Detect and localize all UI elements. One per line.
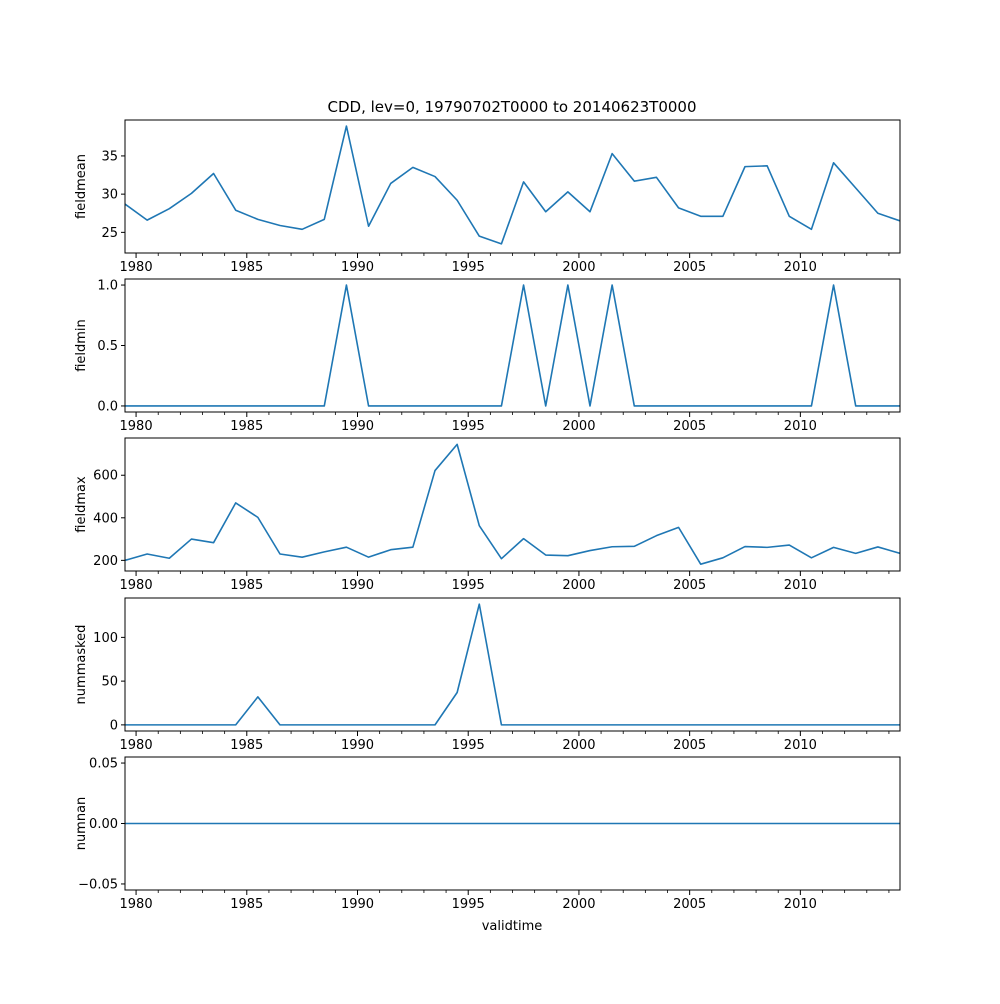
panel-fieldmax: 200 400 600 1980 1985 1990 1995 2000 2005 2010 fie… [74,437,901,593]
y-axis-label: numnan [74,797,89,851]
x-tick-label: 1985 [230,260,263,275]
y-axis-label: fieldmean [74,154,89,219]
x-tick-label: 1995 [452,897,485,912]
x-tick-label: 1985 [230,897,263,912]
x-tick-label: 1985 [230,738,263,753]
x-tick-label: 2000 [562,260,595,275]
y-tick-label: 0.5 [97,339,118,354]
y-tick-label: 200 [93,554,118,569]
x-tick-label: 2010 [784,260,817,275]
y-tick-label: 35 [101,149,118,164]
panel-numnan: −0.05 0.00 0.05 1980 1985 1990 1995 2000 2005 201… [74,756,901,912]
x-tick-label: 1985 [230,578,263,593]
x-tick-label: 2005 [673,578,706,593]
panel-fieldmean: 25 30 35 1980 1985 1990 1995 2000 2005 2010 fieldm… [74,119,901,275]
x-tick-label: 2000 [562,897,595,912]
chart-title: CDD, lev=0, 19790702T0000 to 20140623T00… [328,98,697,116]
x-tick-label: 2010 [784,419,817,434]
x-tick-label: 2010 [784,897,817,912]
y-tick-label: 100 [93,631,118,646]
series-line-fieldmean [125,125,900,245]
x-tick-label: 1980 [120,419,153,434]
x-tick-label: 2005 [673,419,706,434]
series-line-nummasked [125,603,900,726]
y-tick-label: 25 [101,226,118,241]
x-tick-label: 1990 [341,578,374,593]
x-tick-label: 1980 [120,738,153,753]
x-tick-label: 1990 [341,260,374,275]
series-line-fieldmin [125,284,900,407]
x-tick-label: 2000 [562,578,595,593]
x-tick-label: 2005 [673,260,706,275]
x-tick-label: 2005 [673,738,706,753]
x-tick-label: 1995 [452,738,485,753]
x-tick-label: 1990 [341,897,374,912]
x-tick-label: 2005 [673,897,706,912]
x-tick-label: 1980 [120,897,153,912]
axes-frame [124,756,901,891]
y-tick-label: 30 [101,188,118,203]
x-tick-label: 2000 [562,738,595,753]
x-tick-label: 1985 [230,419,263,434]
x-tick-label: 1980 [120,260,153,275]
axes-frame [124,597,901,732]
x-tick-label: 1995 [452,419,485,434]
y-axis-label: fieldmin [74,319,89,372]
series-line-fieldmax [125,443,900,565]
axes-frame [124,119,901,254]
x-tick-label: 1995 [452,260,485,275]
panel-fieldmin: 0.0 0.5 1.0 1980 1985 1990 1995 2000 2005 2010 fie… [74,278,901,434]
x-axis-label: validtime [482,919,543,934]
y-tick-label: 0 [110,718,118,733]
y-tick-label: −0.05 [78,877,118,892]
x-tick-label: 1980 [120,578,153,593]
x-tick-label: 1990 [341,738,374,753]
y-tick-label: 0.05 [89,757,118,772]
x-tick-label: 2010 [784,738,817,753]
x-tick-label: 2000 [562,419,595,434]
panel-nummasked: 0 50 100 1980 1985 1990 1995 2000 2005 2010 nummas… [74,597,901,753]
y-tick-label: 50 [101,675,118,690]
y-axis-label: nummasked [74,625,89,705]
axes-frame [124,278,901,413]
y-axis-label: fieldmax [74,476,89,533]
y-tick-label: 1.0 [97,279,118,294]
x-tick-label: 2010 [784,578,817,593]
y-tick-label: 600 [93,469,118,484]
x-tick-label: 1990 [341,419,374,434]
y-tick-label: 0.0 [97,399,118,414]
y-tick-label: 0.00 [89,817,118,832]
x-tick-label: 1995 [452,578,485,593]
axes-frame [124,437,901,572]
y-tick-label: 400 [93,511,118,526]
